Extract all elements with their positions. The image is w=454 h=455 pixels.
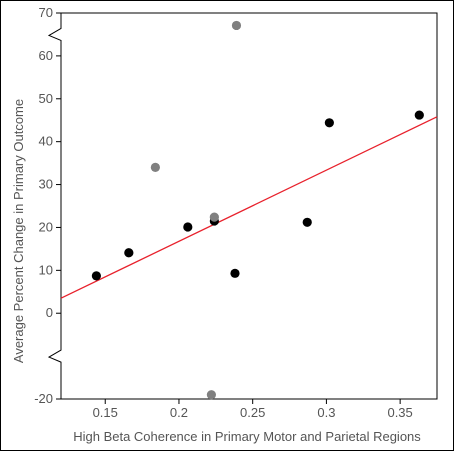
x-tick-label: 0.35 [387,405,412,420]
y-tick-label: 50 [39,91,53,106]
y-tick-label: 10 [39,262,53,277]
data-point [91,271,101,281]
x-tick-label: 0.25 [240,405,265,420]
trendline-group [60,116,438,299]
data-point [230,268,240,278]
data-point [183,222,193,232]
plot-border [60,12,438,400]
y-tick-label: 0 [46,305,53,320]
axis-break-squiggle [47,23,62,46]
y-tick-label: 20 [39,219,53,234]
trendline [60,116,438,299]
data-point [150,162,160,172]
y-axis-title: Average Percent Change in Primary Outcom… [11,99,26,363]
data-point [206,390,216,400]
points-group [91,20,424,400]
y-tick-label: -20 [34,391,53,406]
y-tick-label: 30 [39,177,53,192]
y-tick-label: 70 [39,5,53,20]
data-point [231,20,242,31]
data-point [414,110,424,120]
data-point [302,217,312,227]
x-tick-label: 0.2 [170,405,188,420]
y-tick-label: 60 [39,48,53,63]
data-point [124,248,134,258]
y-tick-label: 40 [39,134,53,149]
x-tick-label: 0.15 [93,405,118,420]
x-tick-label: 0.3 [317,405,335,420]
ticks: -20 0 10 20 30 40 50 60 70 0.15 0.2 0.25 0.3 0.35 [34,5,413,420]
axes [47,12,438,400]
data-point [324,118,334,128]
x-axis-title: High Beta Coherence in Primary Motor and… [73,429,421,444]
axis-break-squiggle [47,345,62,368]
data-point [209,212,219,222]
